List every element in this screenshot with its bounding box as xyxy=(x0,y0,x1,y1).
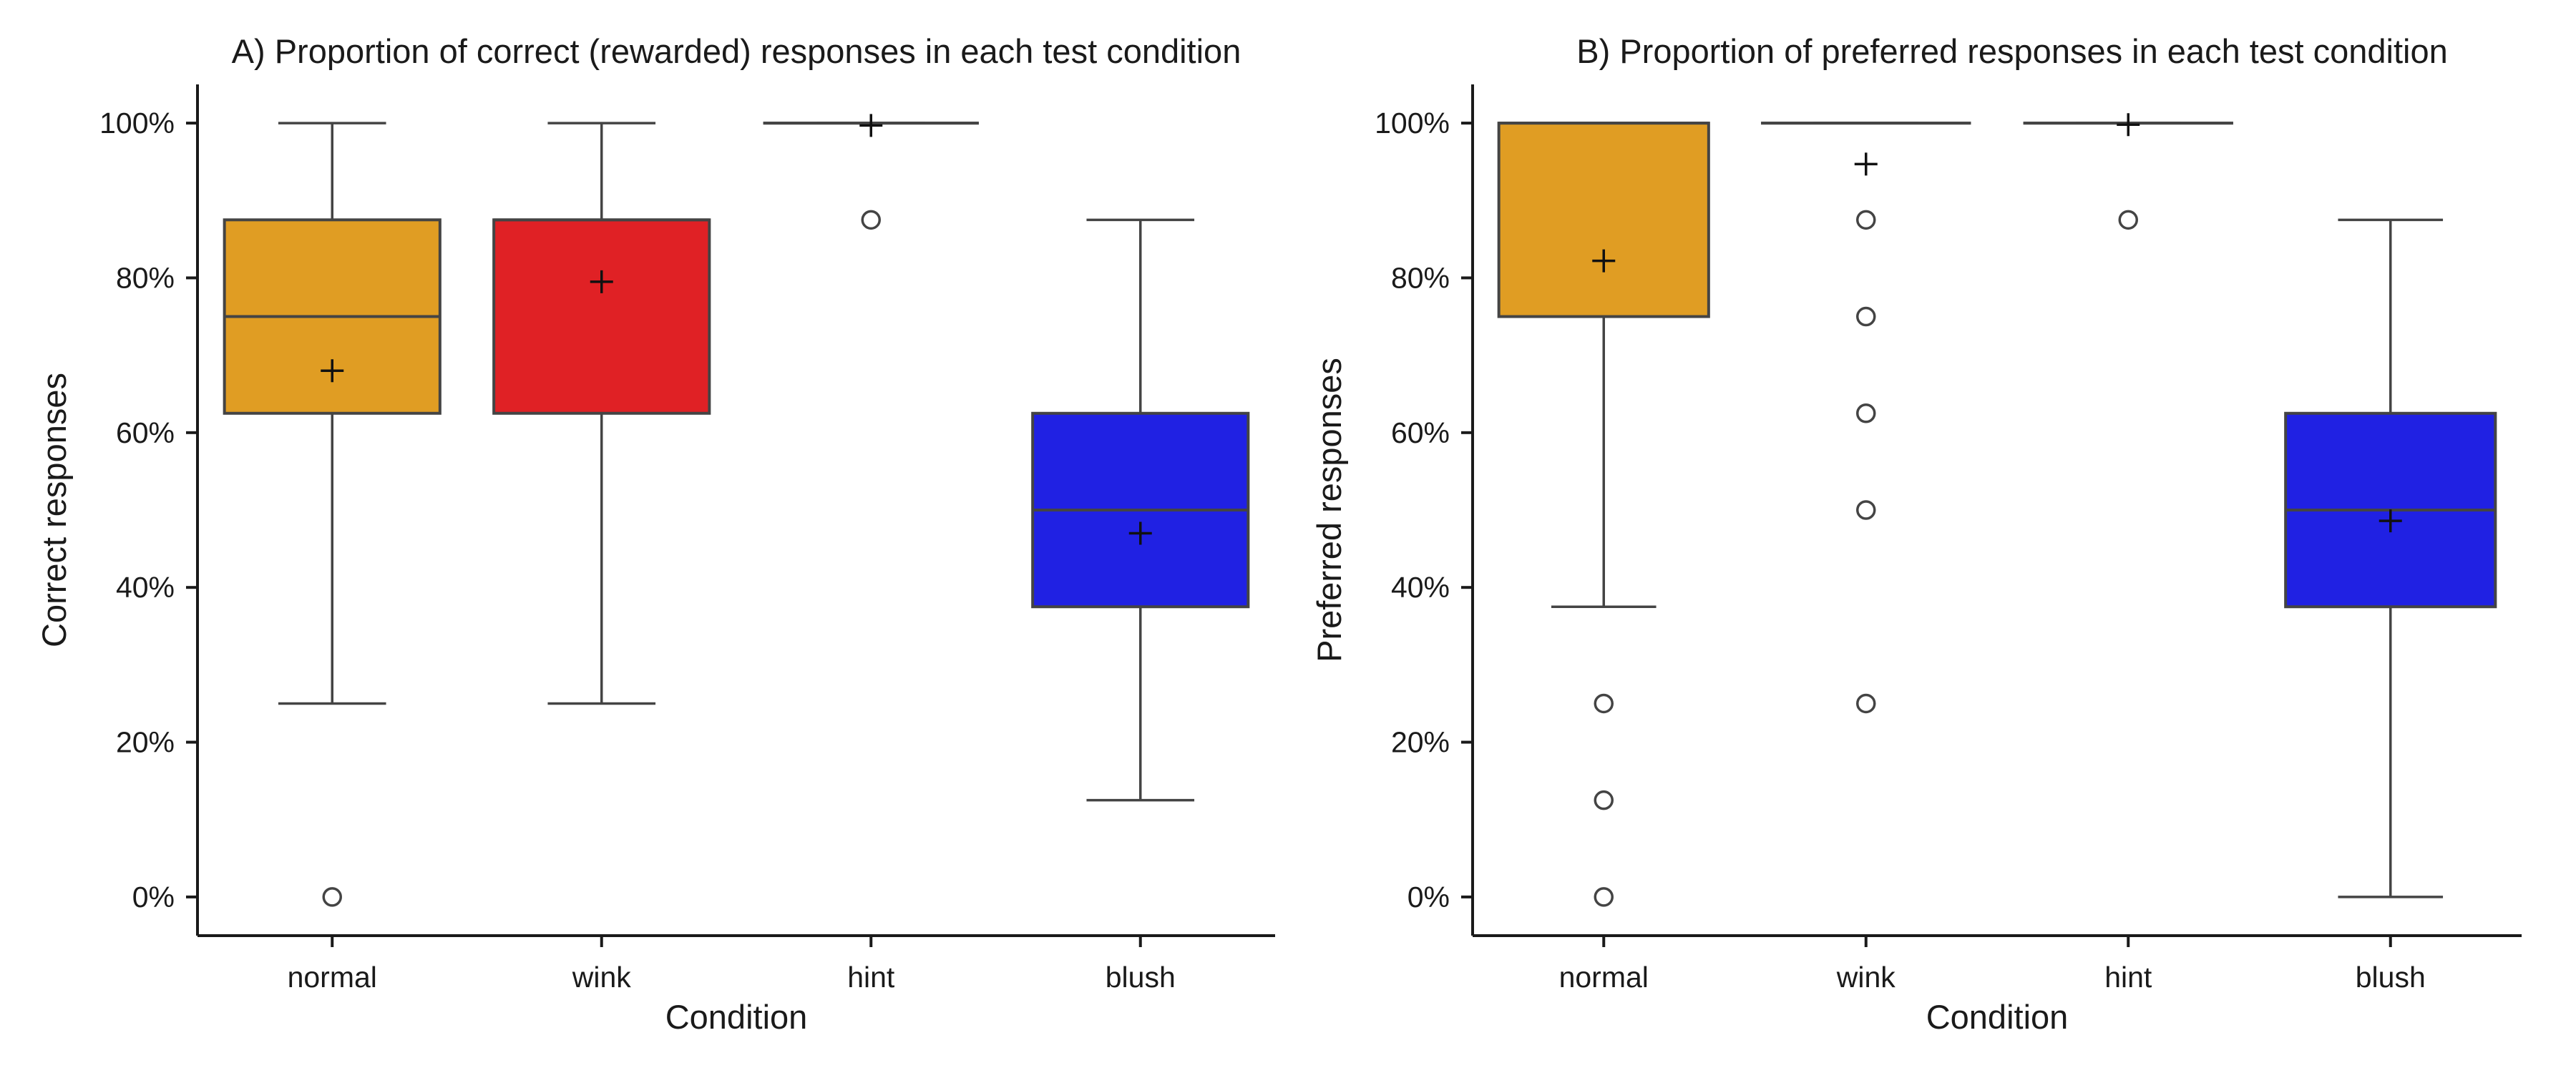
y-axis-label: Preferred responses xyxy=(1310,358,1348,662)
outlier-normal xyxy=(1594,887,1614,907)
y-tick-label: 80% xyxy=(116,261,175,294)
chart-title: A) Proportion of correct (rewarded) resp… xyxy=(232,32,1241,70)
mean-marker-normal xyxy=(321,359,344,383)
mean-marker-hint xyxy=(2117,113,2140,137)
x-tick-label-blush: blush xyxy=(2356,961,2426,994)
mean-marker-wink xyxy=(1854,152,1878,176)
outlier-hint xyxy=(861,210,881,230)
x-tick-label-wink: wink xyxy=(1836,961,1896,994)
y-tick-label: 40% xyxy=(116,571,175,604)
outlier-normal xyxy=(322,887,342,907)
outlier-normal xyxy=(1594,693,1614,714)
y-tick-label: 60% xyxy=(116,416,175,449)
x-axis-label: Condition xyxy=(665,998,808,1036)
box-normal xyxy=(1497,122,1710,318)
mean-marker-blush xyxy=(1128,521,1152,545)
x-tick-label-hint: hint xyxy=(2104,961,2152,994)
y-tick-label: 100% xyxy=(99,107,175,139)
x-tick-label-normal: normal xyxy=(1559,961,1649,994)
y-tick-label: 40% xyxy=(1391,571,1450,604)
x-tick-label-wink: wink xyxy=(572,961,632,994)
chart-title: B) Proportion of preferred responses in … xyxy=(1576,32,2447,70)
x-tick-label-normal: normal xyxy=(288,961,377,994)
mean-marker-blush xyxy=(2379,509,2402,533)
outlier-hint xyxy=(2118,210,2138,230)
panel-a: A) Proportion of correct (rewarded) resp… xyxy=(35,32,1275,1036)
mean-marker-hint xyxy=(859,114,883,137)
outlier-wink xyxy=(1856,403,1876,423)
y-tick-label: 100% xyxy=(1375,107,1450,139)
y-axis-label: Correct responses xyxy=(35,373,73,647)
y-tick-label: 0% xyxy=(132,881,175,913)
mean-marker-wink xyxy=(590,270,613,293)
y-tick-label: 60% xyxy=(1391,416,1450,449)
mean-marker-normal xyxy=(1592,249,1616,273)
x-tick-label-blush: blush xyxy=(1106,961,1176,994)
y-tick-label: 80% xyxy=(1391,261,1450,294)
y-tick-label: 20% xyxy=(116,726,175,759)
outlier-wink xyxy=(1856,693,1876,714)
y-tick-label: 20% xyxy=(1391,726,1450,759)
outlier-wink xyxy=(1856,306,1876,327)
y-tick-label: 0% xyxy=(1407,881,1450,913)
outlier-normal xyxy=(1594,790,1614,810)
x-axis-label: Condition xyxy=(1926,998,2069,1036)
box-wink xyxy=(492,218,711,415)
x-tick-label-hint: hint xyxy=(847,961,895,994)
outlier-wink xyxy=(1856,210,1876,230)
panel-b: B) Proportion of preferred responses in … xyxy=(1310,32,2522,1036)
outlier-wink xyxy=(1856,500,1876,520)
